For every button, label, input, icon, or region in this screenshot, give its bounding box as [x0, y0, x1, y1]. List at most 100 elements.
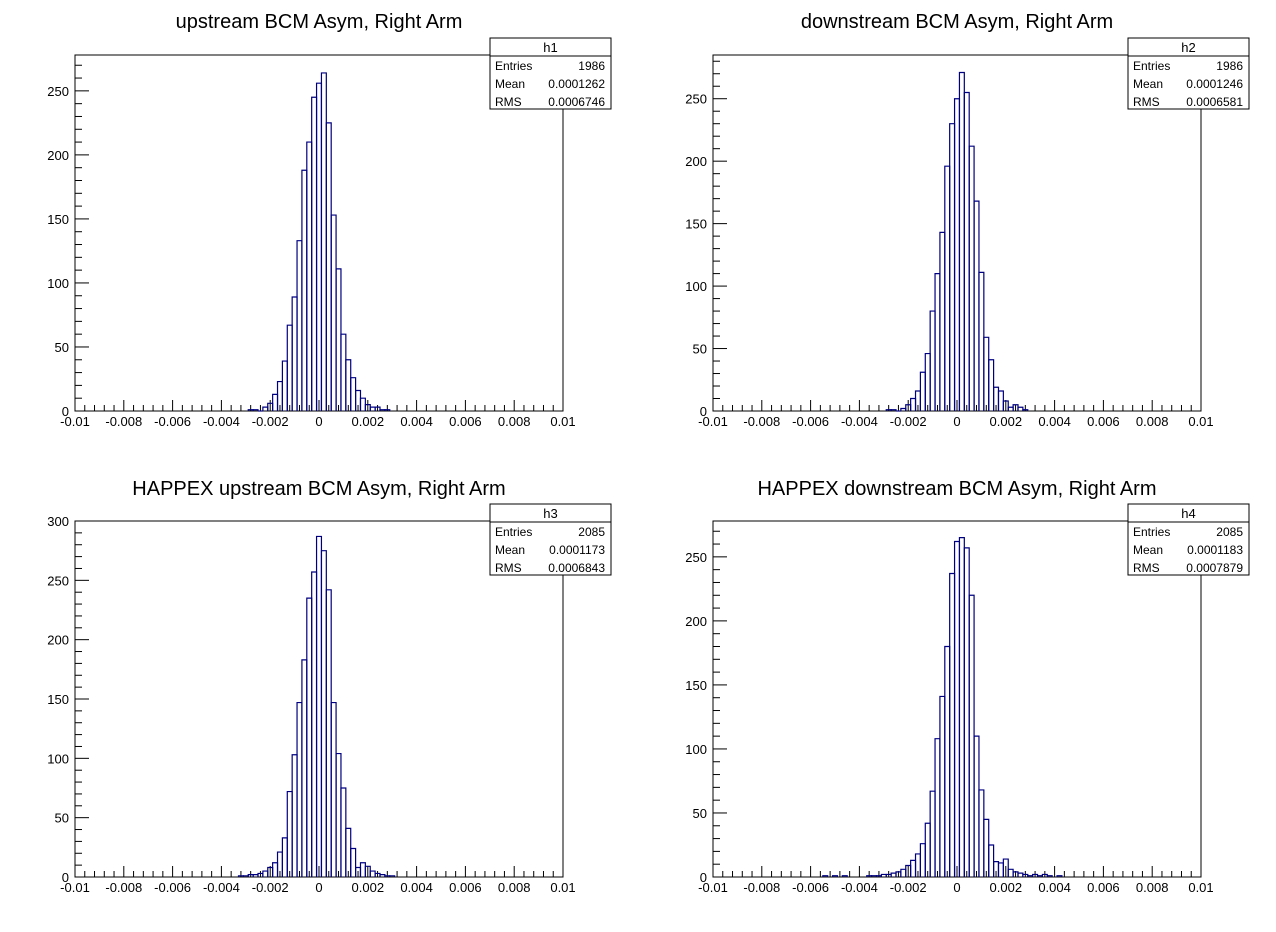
- y-tick-label: 200: [685, 614, 707, 629]
- x-tick-label: -0.008: [743, 414, 780, 429]
- histogram-bin: [968, 145, 975, 411]
- histogram-panel-1: upstream BCM Asym, Right Arm-0.01 -0.008-…: [47, 11, 612, 429]
- x-tick-label: -0.01: [60, 880, 90, 895]
- histogram-bin: [281, 837, 288, 877]
- histogram-bin: [983, 336, 990, 411]
- stats-label-entries: Entries: [1133, 525, 1170, 539]
- histogram-bin: [983, 818, 990, 877]
- histogram-bin: [286, 324, 293, 411]
- stats-box-name: h1: [543, 40, 557, 55]
- stats-value-entries: 1986: [1216, 59, 1243, 73]
- histogram-bin: [963, 91, 970, 411]
- histogram-bin: [330, 214, 337, 411]
- y-tick-label: 0: [62, 404, 69, 419]
- x-tick-label: 0.004: [1038, 414, 1071, 429]
- histogram-bin: [369, 870, 376, 877]
- histogram-bin: [890, 409, 897, 411]
- histogram-bin: [1017, 406, 1024, 411]
- histogram-bin: [997, 862, 1004, 877]
- histogram-bin: [919, 843, 926, 877]
- histogram-bin: [944, 645, 951, 877]
- histogram-bin: [1022, 409, 1029, 411]
- stats-value-mean: 0.0001173: [549, 543, 605, 557]
- y-tick-label: 100: [47, 276, 69, 291]
- x-tick-label: 0.008: [1136, 880, 1169, 895]
- stats-box-name: h2: [1181, 40, 1195, 55]
- x-tick-label: 0.008: [1136, 414, 1169, 429]
- histogram-bin: [389, 875, 396, 877]
- histogram-bin: [1017, 872, 1024, 877]
- y-tick-label: 250: [47, 573, 69, 588]
- histogram-bin: [890, 872, 897, 877]
- stats-label-entries: Entries: [495, 59, 532, 73]
- histogram-bin: [272, 862, 279, 877]
- histogram-bin: [272, 393, 279, 411]
- histogram-bin: [335, 752, 342, 877]
- x-tick-label: -0.006: [792, 880, 829, 895]
- y-tick-label: 250: [685, 92, 707, 107]
- histogram-bin: [919, 371, 926, 411]
- x-tick-label: 0: [953, 414, 960, 429]
- x-tick-label: 0.006: [1087, 414, 1120, 429]
- x-tick-label: 0: [315, 880, 322, 895]
- stats-label-entries: Entries: [1133, 59, 1170, 73]
- histogram-bin: [262, 870, 269, 877]
- histogram-bin: [900, 868, 907, 877]
- x-tick-label: -0.006: [154, 414, 191, 429]
- stats-value-entries: 2085: [1216, 525, 1243, 539]
- histogram-bin: [1007, 406, 1014, 411]
- chart-title: HAPPEX upstream BCM Asym, Right Arm: [132, 478, 505, 500]
- x-tick-label: 0.002: [352, 414, 385, 429]
- histogram-bin: [934, 738, 941, 877]
- y-tick-label: 0: [700, 870, 707, 885]
- y-tick-label: 100: [685, 279, 707, 294]
- histogram-bin: [953, 540, 961, 877]
- y-tick-label: 250: [685, 550, 707, 565]
- x-tick-label: 0: [315, 414, 322, 429]
- histogram-bin: [978, 271, 985, 411]
- stats-value-rms: 0.0006843: [548, 561, 605, 575]
- y-tick-label: 250: [47, 84, 69, 99]
- stats-label-mean: Mean: [495, 543, 525, 557]
- histogram-bin: [306, 141, 313, 411]
- x-tick-label: 0.006: [1087, 880, 1120, 895]
- histogram-bin: [296, 701, 303, 877]
- histogram-bin: [958, 537, 965, 877]
- histogram-bin: [286, 790, 293, 877]
- stats-label-mean: Mean: [495, 77, 525, 91]
- chart-title: downstream BCM Asym, Right Arm: [801, 11, 1113, 33]
- x-tick-label: 0.004: [400, 414, 433, 429]
- x-tick-label: -0.002: [890, 880, 927, 895]
- stats-label-rms: RMS: [1133, 561, 1160, 575]
- histogram-bin: [924, 352, 931, 411]
- x-tick-label: 0: [953, 880, 960, 895]
- histogram-bin: [949, 123, 956, 411]
- histogram-bin: [315, 82, 323, 411]
- y-tick-label: 300: [47, 514, 69, 529]
- x-tick-label: 0.002: [990, 880, 1023, 895]
- x-tick-label: 0.008: [498, 880, 531, 895]
- stats-value-entries: 2085: [578, 525, 605, 539]
- stats-value-entries: 1986: [578, 59, 605, 73]
- histogram-bin: [944, 165, 951, 411]
- histogram-bin: [1002, 400, 1009, 411]
- x-tick-label: -0.004: [841, 880, 878, 895]
- stats-value-rms: 0.0006746: [548, 95, 605, 109]
- x-tick-label: 0.01: [550, 414, 575, 429]
- stats-box: [489, 503, 612, 576]
- y-tick-label: 0: [700, 404, 707, 419]
- histogram-bin: [301, 659, 308, 877]
- stats-value-rms: 0.0007879: [1186, 561, 1243, 575]
- stats-box: [1127, 503, 1250, 576]
- stats-box-name: h3: [543, 506, 557, 521]
- x-tick-label: -0.004: [203, 414, 240, 429]
- histogram-bin: [311, 571, 318, 877]
- y-tick-label: 150: [47, 212, 69, 227]
- stats-value-mean: 0.0001246: [1186, 77, 1243, 91]
- x-tick-label: 0.01: [550, 880, 575, 895]
- histogram-bin: [939, 231, 946, 411]
- x-tick-label: -0.008: [105, 880, 142, 895]
- y-tick-label: 100: [47, 751, 69, 766]
- stats-label-rms: RMS: [1133, 95, 1160, 109]
